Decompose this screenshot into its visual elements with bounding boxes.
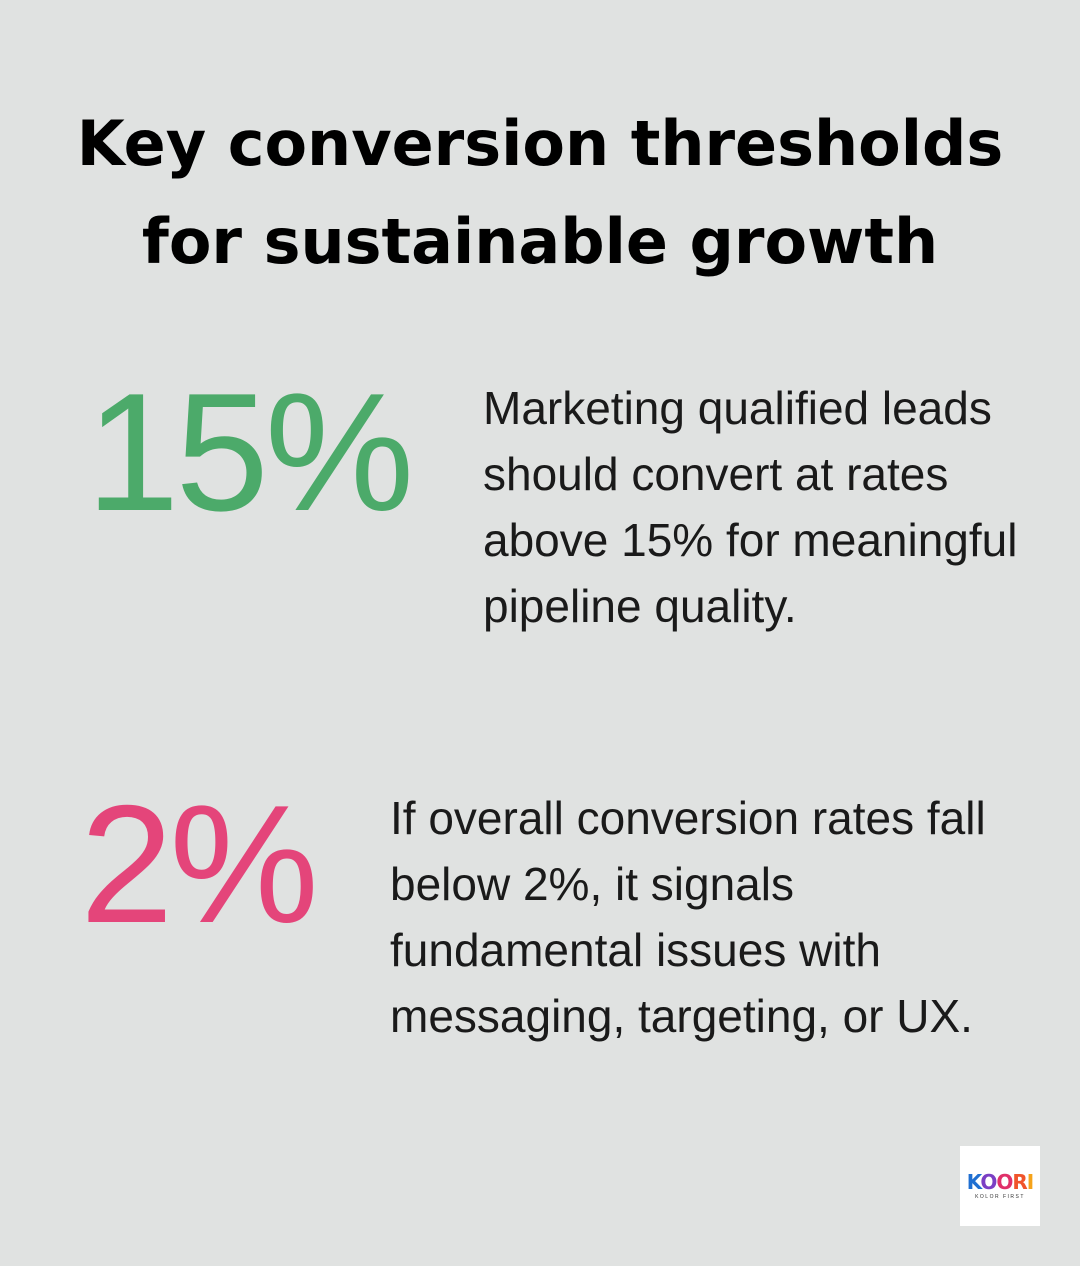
logo-tagline: KOLOR FIRST [975, 1194, 1025, 1200]
stat-description-2: If overall conversion rates fall below 2… [390, 792, 986, 1042]
title-line-2: for sustainable growth [141, 205, 939, 278]
brand-logo: KOORI KOLOR FIRST [960, 1146, 1040, 1226]
stat-value-2: 2% [80, 770, 319, 958]
logo-mark: KOORI [966, 1170, 1035, 1194]
stat-description-15: Marketing qualified leads should convert… [483, 382, 1018, 632]
stat-value-15: 15% [86, 358, 414, 546]
page-title: Key conversion thresholds for sustainabl… [0, 95, 1080, 291]
title-line-1: Key conversion thresholds [76, 107, 1004, 180]
